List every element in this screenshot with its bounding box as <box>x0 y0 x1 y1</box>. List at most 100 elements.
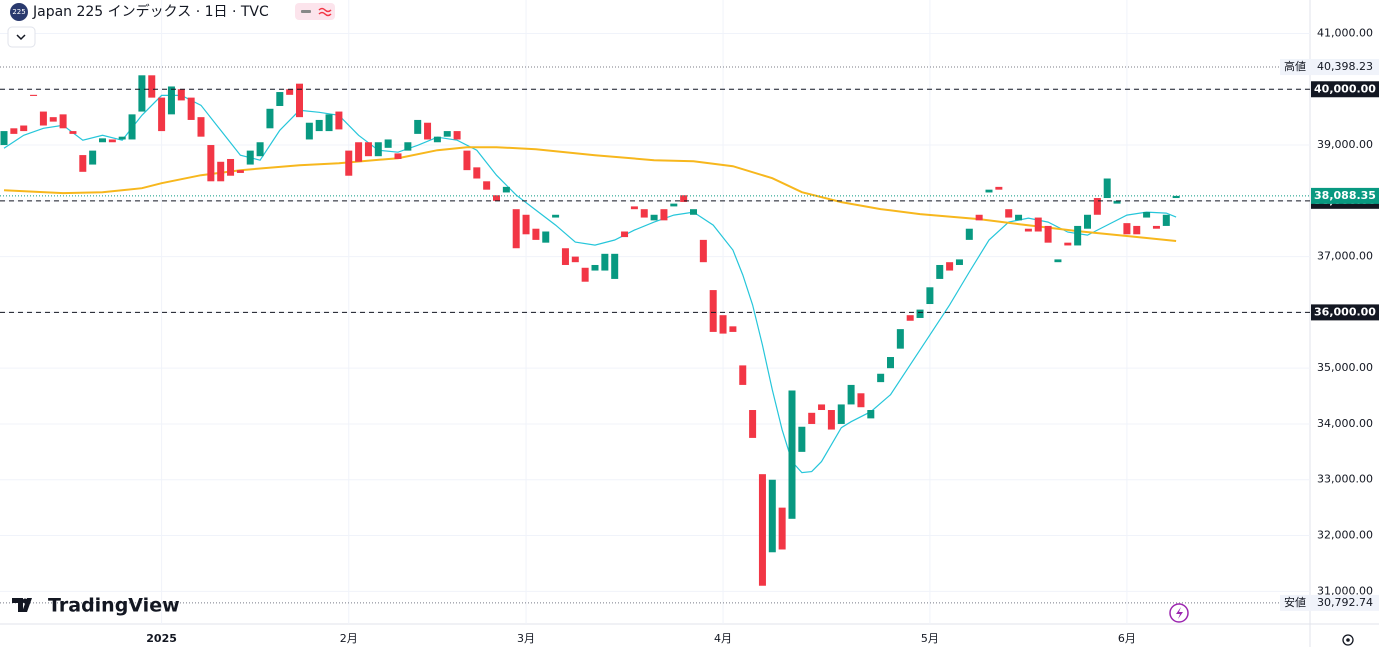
candle-body <box>758 474 766 586</box>
candle-body <box>926 287 934 305</box>
candle-body <box>699 239 707 263</box>
candle-body <box>1113 200 1121 204</box>
candle-body <box>581 267 589 282</box>
candle-body <box>975 214 983 221</box>
collapse-button[interactable] <box>7 26 36 48</box>
candle-body <box>187 97 195 120</box>
x-tick-label: 6月 <box>1118 632 1136 645</box>
candle-body <box>246 150 254 165</box>
candle-body <box>847 384 855 405</box>
candle-body <box>286 89 294 95</box>
candle-body <box>552 214 560 218</box>
candle-body <box>493 195 500 201</box>
logo-dot <box>22 598 28 604</box>
candle-body <box>414 119 422 134</box>
candle-body <box>601 253 609 271</box>
y-tick-label: 41,000.00 <box>1317 26 1373 39</box>
indicator-toggle[interactable] <box>295 3 335 20</box>
candle-body <box>433 136 441 143</box>
settings-button[interactable] <box>1342 634 1354 646</box>
candle-body <box>197 117 205 137</box>
x-tick-label: 3月 <box>517 632 535 645</box>
candle-body <box>1133 225 1141 235</box>
y-tick-label: 32,000.00 <box>1317 529 1373 542</box>
candle-body <box>827 410 835 430</box>
candle-body <box>364 142 372 157</box>
moving-average <box>3 146 1177 242</box>
symbol-badge-text: 225 <box>12 8 25 16</box>
plot <box>0 75 1180 586</box>
candle-body <box>837 404 845 424</box>
candle-body <box>473 167 481 179</box>
candle-body <box>1093 198 1101 215</box>
candle-body <box>768 479 776 553</box>
candle-body <box>630 206 638 210</box>
candle-body <box>936 264 944 279</box>
y-tick-label: 34,000.00 <box>1317 417 1373 430</box>
candle-body <box>916 309 924 318</box>
candle-body <box>965 228 973 240</box>
candle-body <box>20 125 28 132</box>
candle-body <box>660 209 668 221</box>
candle-body <box>739 365 747 385</box>
candle-body <box>69 131 77 134</box>
candle-body <box>995 186 1003 190</box>
last-price-label: 38,088.35 <box>1314 189 1376 202</box>
candle-body <box>217 161 225 182</box>
candle-body <box>1172 195 1180 199</box>
lightning-icon <box>1176 607 1183 619</box>
symbol-badge <box>10 3 28 21</box>
candle-body <box>512 209 520 249</box>
candle-body <box>256 142 264 157</box>
candle-body <box>0 131 8 146</box>
candle-body <box>778 507 786 550</box>
price-level-box <box>1311 304 1379 321</box>
candle-body <box>985 189 993 193</box>
candle-body <box>1162 214 1170 226</box>
candle-body <box>808 412 816 424</box>
candle-body <box>39 111 47 126</box>
candle-body <box>670 203 678 207</box>
candle-body <box>325 114 333 132</box>
approx-icon <box>318 7 332 17</box>
candle-body <box>1024 228 1032 232</box>
candle-body <box>798 426 806 452</box>
brand-logo: TradingView <box>12 595 180 617</box>
x-tick-label: 5月 <box>921 632 939 645</box>
candle-body <box>443 131 451 137</box>
candle-body <box>404 142 412 151</box>
candle-body <box>276 92 284 106</box>
candle-body <box>345 150 353 176</box>
candle-body <box>571 256 579 263</box>
candle-body <box>108 139 116 143</box>
candle-body <box>788 390 796 519</box>
high-marker-label: 高値 <box>1284 59 1306 73</box>
candle-body <box>305 122 313 140</box>
candle-body <box>49 117 57 122</box>
candle-body <box>621 231 629 238</box>
candle-body <box>236 170 244 173</box>
price-level-label: 40,000.00 <box>1314 82 1376 95</box>
candle-body <box>59 114 67 129</box>
candle-body <box>877 373 885 383</box>
moving-average <box>3 94 1177 474</box>
alert-button[interactable] <box>1169 603 1189 623</box>
candle-body <box>818 404 826 411</box>
candle-body <box>266 108 274 129</box>
candle-body <box>719 315 727 334</box>
candle-body <box>946 262 954 271</box>
candle-body <box>227 158 235 176</box>
y-tick-label: 35,000.00 <box>1317 361 1373 374</box>
candle-body <box>1143 211 1151 218</box>
candle-body <box>335 111 343 130</box>
candle-body <box>453 131 461 140</box>
price-level-box <box>1311 81 1379 98</box>
candle-body <box>158 97 166 132</box>
candle-body <box>650 214 658 221</box>
candle-body <box>128 114 136 140</box>
candle-body <box>79 155 87 172</box>
x-tick-label: 2025 <box>146 632 177 645</box>
candle-body <box>394 153 402 159</box>
candle-body <box>1044 225 1052 243</box>
